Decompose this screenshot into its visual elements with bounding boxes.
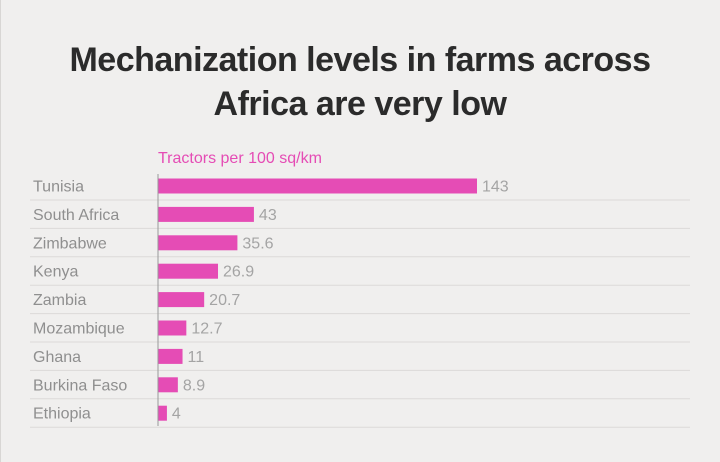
value-label: 143 [482, 179, 509, 196]
bar [158, 263, 219, 279]
category-label: Zimbabwe [33, 235, 107, 252]
unit-label: Tractors per 100 sq/km [158, 150, 322, 167]
category-label: Zambia [33, 292, 86, 309]
value-label: 20.7 [209, 292, 240, 309]
bar [158, 292, 205, 308]
value-label: 8.9 [183, 377, 205, 394]
chart-title-line-2: Africa are very low [213, 85, 507, 123]
chart-rows: Tunisia 143 South Africa 43 Zimbabwe 35.6 Keny… [30, 178, 690, 428]
chart-title: Mechanization levels in farms across Afr… [20, 38, 700, 126]
category-label: Ethiopia [33, 406, 91, 423]
value-label: 43 [259, 207, 277, 224]
value-label: 12.7 [191, 321, 222, 338]
bar [158, 348, 183, 364]
value-label: 26.9 [223, 264, 254, 281]
chart-title-line-1: Mechanization levels in farms across [69, 41, 651, 79]
value-label: 35.6 [242, 235, 273, 252]
bar [158, 206, 254, 222]
bar [158, 320, 187, 336]
category-label: Ghana [33, 349, 81, 366]
bar [158, 178, 477, 194]
bar [158, 405, 167, 421]
category-label: Kenya [33, 264, 78, 281]
left-edge-line [0, 0, 1, 462]
bar [158, 235, 238, 251]
category-label: Tunisia [33, 179, 84, 196]
bar [158, 377, 178, 393]
category-label: Mozambique [33, 321, 125, 338]
value-label: 4 [172, 406, 181, 423]
category-label: Burkina Faso [33, 377, 127, 394]
value-label: 11 [188, 349, 205, 366]
category-label: South Africa [33, 207, 119, 224]
